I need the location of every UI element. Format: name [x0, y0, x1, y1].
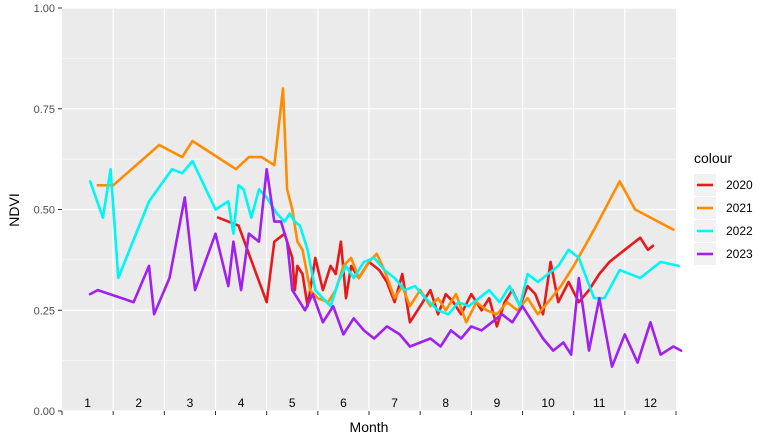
legend-label-2022: 2022: [726, 224, 753, 238]
series-lines: [88, 87, 683, 369]
month-label: 3: [187, 396, 194, 410]
month-label: 5: [289, 396, 296, 410]
month-label: 12: [644, 396, 658, 410]
legend: colour 2020 2021 2022 2023: [694, 150, 753, 265]
y-axis-title: NDVI: [6, 193, 22, 226]
x-axis-title: Month: [350, 419, 389, 435]
legend-entries: 2020 2021 2022 2023: [694, 174, 753, 265]
month-label: 1: [84, 396, 91, 410]
legend-label-2023: 2023: [726, 247, 753, 261]
month-label: 8: [442, 396, 449, 410]
y-tick-label: 0.00: [34, 406, 55, 418]
month-labels: 1 2 3 4 5 6 7 8 9 10 11 12: [84, 396, 657, 410]
y-axis: 0.00 0.25 0.50 0.75 1.00: [34, 3, 62, 418]
y-tick-label: 0.75: [34, 104, 55, 116]
y-tick-label: 1.00: [34, 3, 55, 15]
series-line-2022: [88, 159, 680, 316]
month-label: 10: [541, 396, 555, 410]
x-axis: [61, 411, 677, 415]
month-label: 2: [135, 396, 142, 410]
month-label: 9: [494, 396, 501, 410]
series-line-2023: [88, 167, 683, 369]
legend-label-2020: 2020: [726, 178, 753, 192]
month-label: 6: [340, 396, 347, 410]
y-tick-label: 0.25: [34, 305, 55, 317]
y-tick-label: 0.50: [34, 205, 55, 217]
month-label: 11: [593, 396, 606, 410]
month-label: 4: [238, 396, 245, 410]
series-line-2020: [216, 216, 655, 328]
legend-label-2021: 2021: [726, 201, 753, 215]
legend-title: colour: [694, 150, 732, 166]
month-label: 7: [391, 396, 398, 410]
